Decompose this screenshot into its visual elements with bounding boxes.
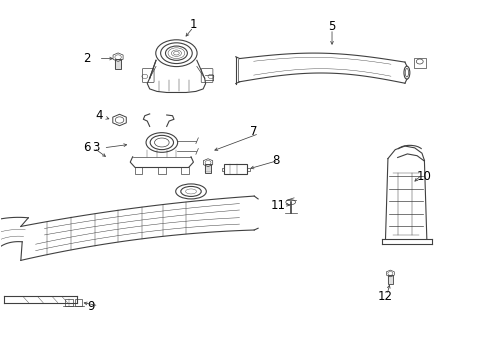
Bar	[224, 164, 247, 174]
Text: 12: 12	[377, 289, 392, 303]
Bar	[75, 299, 82, 306]
Bar	[204, 164, 211, 174]
Bar	[181, 167, 189, 174]
Text: 4: 4	[95, 109, 102, 122]
Bar	[158, 167, 165, 174]
Text: 1: 1	[189, 18, 197, 31]
Text: 8: 8	[272, 154, 279, 167]
Bar	[134, 167, 142, 174]
Bar	[221, 168, 224, 171]
Bar	[247, 168, 249, 171]
Text: 7: 7	[250, 125, 258, 138]
Text: 9: 9	[87, 300, 95, 313]
Bar	[413, 58, 425, 68]
Bar	[115, 59, 121, 69]
Text: 6: 6	[82, 141, 90, 154]
Text: 5: 5	[327, 20, 335, 33]
Bar	[64, 299, 73, 306]
Text: 2: 2	[82, 52, 90, 65]
Bar	[387, 275, 392, 284]
Text: 11: 11	[270, 198, 285, 212]
Text: 10: 10	[416, 170, 431, 183]
Text: 3: 3	[92, 141, 100, 154]
